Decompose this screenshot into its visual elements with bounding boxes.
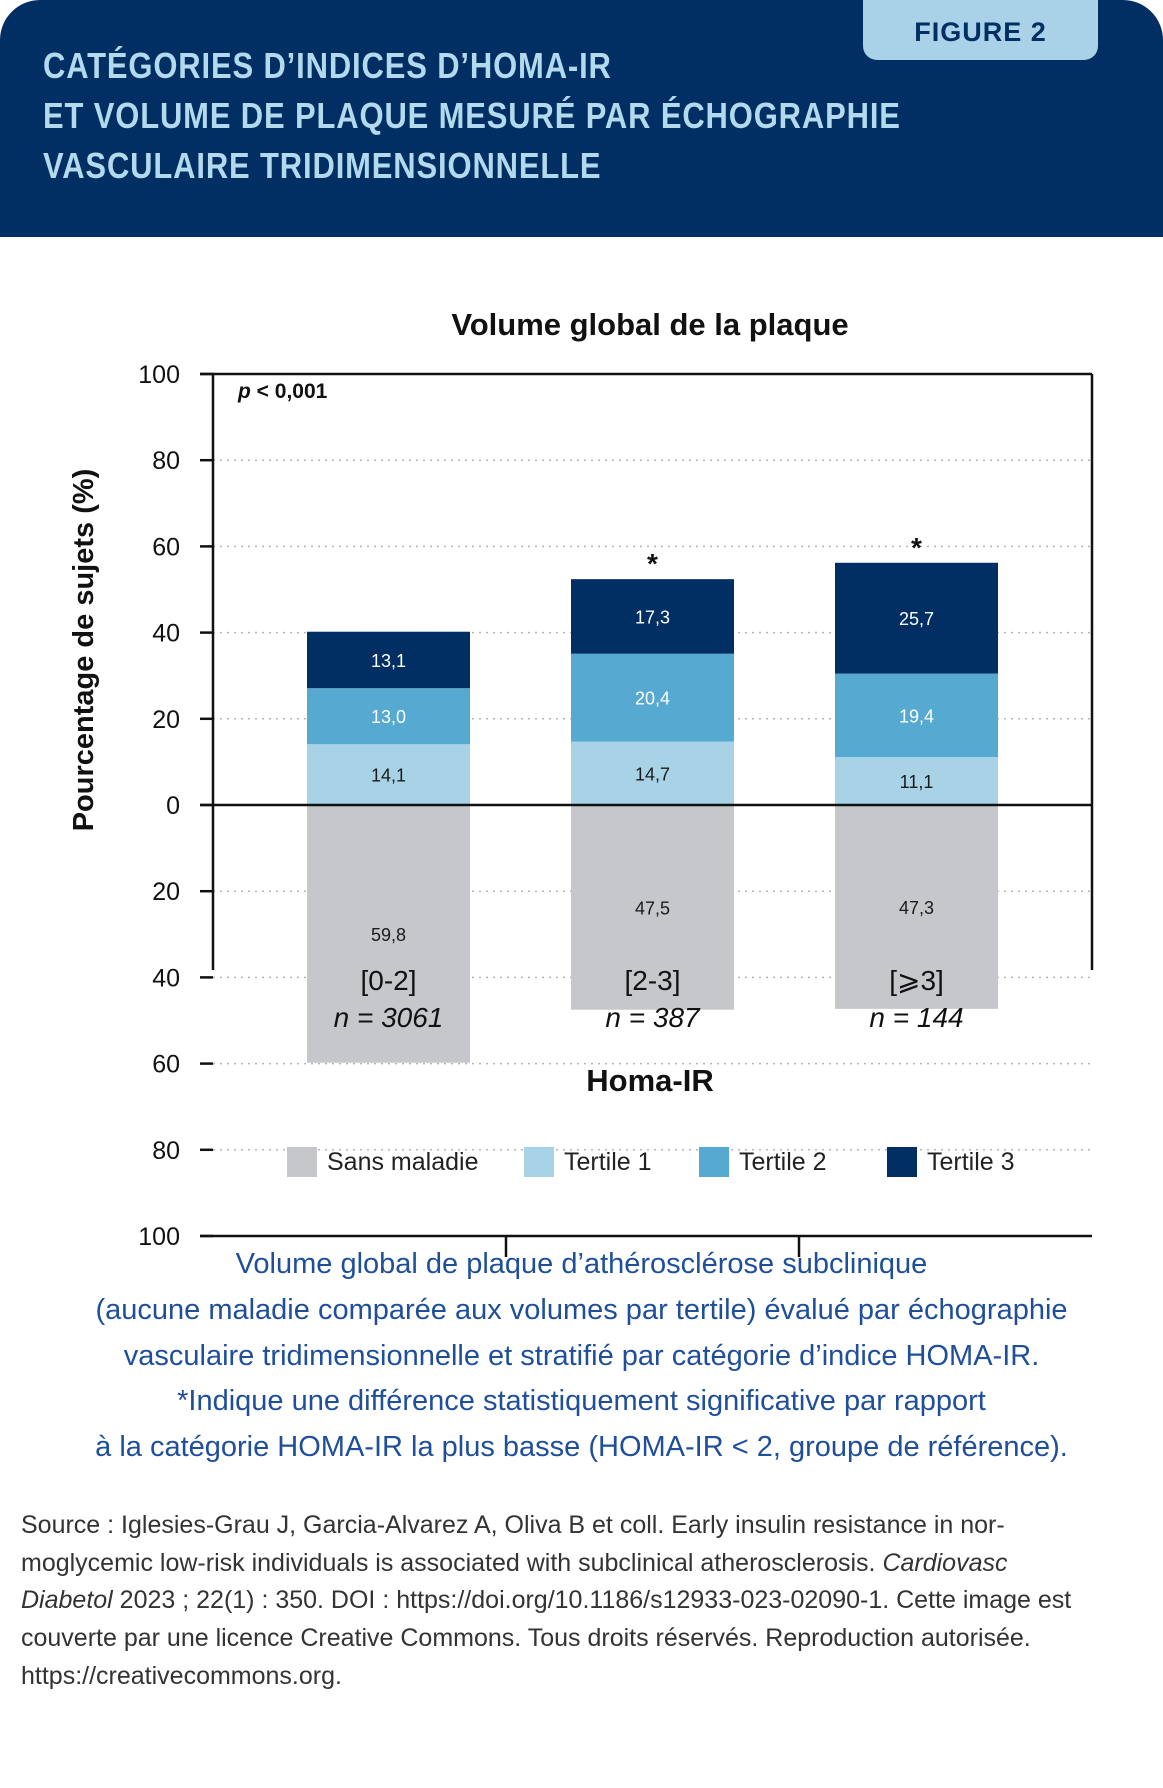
data-label: 11,1 xyxy=(900,772,934,792)
data-label: 17,3 xyxy=(635,607,670,627)
legend-item-sans-maladie: Sans maladie xyxy=(287,1147,478,1177)
figure-title-line-1: CATÉGORIES D’INDICES D’HOMA-IR xyxy=(43,45,612,86)
legend-swatch xyxy=(287,1147,317,1177)
y-tick-label: 100 xyxy=(138,361,180,389)
data-label: 14,1 xyxy=(371,766,406,786)
bar-segment-tertile-1 xyxy=(307,744,470,805)
data-label: 14,7 xyxy=(635,764,670,784)
y-tick-label: 60 xyxy=(152,533,180,561)
stacked-bar-chart: Volume global de la plaque Pourcentage d… xyxy=(68,307,1094,1257)
source-line-5: https://creativecommons.org. xyxy=(21,1662,342,1690)
legend-label: Sans maladie xyxy=(327,1147,479,1176)
legend-label: Tertile 1 xyxy=(564,1147,652,1176)
caption-line-3: vasculaire tridimensionnelle et stratifi… xyxy=(123,1340,1040,1372)
bar-segment-tertile-1 xyxy=(571,741,734,805)
source-line-2: moglycemic low-risk individuals is assoc… xyxy=(21,1549,1008,1577)
x-tick-n-label: n = 3061 xyxy=(334,1002,444,1033)
y-tick-label: 20 xyxy=(152,706,180,734)
data-label: 47,3 xyxy=(899,898,934,918)
bar-segment-tertile-3 xyxy=(835,562,998,674)
figure-number-tab: FIGURE 2 xyxy=(863,0,1098,60)
caption-line-5: à la catégorie HOMA-IR la plus basse (HO… xyxy=(95,1431,1068,1463)
data-label: 47,5 xyxy=(635,898,670,918)
bar-segment-tertile-3 xyxy=(307,631,470,689)
legend-item-tertile-2: Tertile 2 xyxy=(699,1147,827,1177)
y-tick-label: 20 xyxy=(152,878,180,906)
legend-item-tertile-1: Tertile 1 xyxy=(524,1147,652,1177)
caption-line-4: *Indique une différence statistiquement … xyxy=(177,1385,986,1417)
legend-swatch xyxy=(524,1147,554,1177)
x-tick-n-label: n = 387 xyxy=(605,1002,701,1033)
data-label: 13,0 xyxy=(371,707,406,727)
x-tick-label: [0-2] xyxy=(360,965,416,996)
p-value-annotation: p < 0,001 xyxy=(237,380,328,403)
y-tick-label: 80 xyxy=(152,447,180,475)
legend-swatch xyxy=(699,1147,729,1177)
bar-segment-tertile-2 xyxy=(307,688,470,745)
bar-segment-tertile-2 xyxy=(571,653,734,742)
caption-line-2: (aucune maladie comparée aux volumes par… xyxy=(95,1294,1068,1326)
bar-segment-sans-maladie xyxy=(307,805,470,1063)
significance-asterisk: * xyxy=(647,548,658,579)
legend-label: Tertile 2 xyxy=(739,1147,827,1176)
legend-swatch xyxy=(887,1147,917,1177)
y-tick-label: 40 xyxy=(152,620,180,648)
bar-segment-tertile-1 xyxy=(835,757,998,805)
figure-header: FIGURE 2 CATÉGORIES D’INDICES D’HOMA-IR … xyxy=(0,0,1163,237)
x-tick-n-label: n = 144 xyxy=(869,1002,963,1033)
y-tick-label: 40 xyxy=(152,964,180,992)
legend-label: Tertile 3 xyxy=(927,1147,1015,1176)
data-label: 20,4 xyxy=(635,689,670,709)
chart-title: Volume global de la plaque xyxy=(451,307,848,342)
x-tick-label: [2-3] xyxy=(624,965,680,996)
bar-segment-tertile-3 xyxy=(571,579,734,654)
source-line-1: Source : Iglesies-Grau J, Garcia-Alvarez… xyxy=(21,1511,1005,1539)
data-label: 19,4 xyxy=(899,706,934,726)
y-tick-label: 100 xyxy=(138,1223,180,1251)
figure-title-line-2: ET VOLUME DE PLAQUE MESURÉ PAR ÉCHOGRAPH… xyxy=(43,95,901,136)
x-tick-label: [⩾3] xyxy=(889,965,944,996)
bar-segment-tertile-2 xyxy=(835,673,998,758)
source-line-3: Diabetol 2023 ; 22(1) : 350. DOI : https… xyxy=(21,1586,1072,1614)
data-label: 25,7 xyxy=(899,609,934,629)
bar-segment-sans-maladie xyxy=(571,805,734,1010)
source-line-4: couverte par une licence Creative Common… xyxy=(21,1624,1031,1652)
data-label: 13,1 xyxy=(371,651,406,671)
significance-asterisk: * xyxy=(911,532,922,563)
y-tick-label: 0 xyxy=(166,792,180,820)
y-tick-label: 80 xyxy=(152,1137,180,1165)
figure-title-line-3: VASCULAIRE TRIDIMENSIONNELLE xyxy=(43,145,602,186)
y-axis-label: Pourcentage de sujets (%) xyxy=(68,469,100,832)
bar-segment-sans-maladie xyxy=(835,805,998,1009)
data-label: 59,8 xyxy=(371,925,406,945)
x-axis-label: Homa-IR xyxy=(586,1063,713,1098)
legend-item-tertile-3: Tertile 3 xyxy=(887,1147,1015,1177)
y-tick-label: 60 xyxy=(152,1051,180,1079)
caption-line-1: Volume global de plaque d’athérosclérose… xyxy=(235,1248,928,1280)
